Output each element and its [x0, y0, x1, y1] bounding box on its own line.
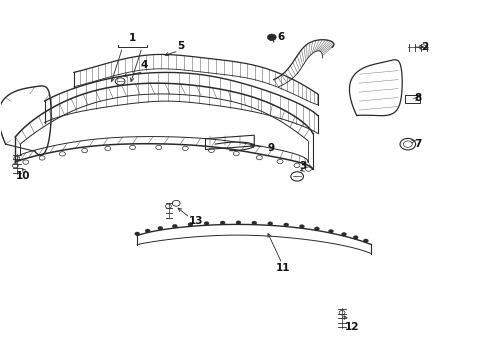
Text: 1: 1: [128, 33, 136, 43]
Circle shape: [341, 233, 346, 236]
Circle shape: [203, 222, 208, 225]
Text: 3: 3: [299, 161, 306, 171]
Text: 11: 11: [276, 263, 290, 273]
Circle shape: [251, 221, 256, 225]
Text: 7: 7: [413, 139, 421, 149]
Circle shape: [145, 229, 150, 233]
Circle shape: [158, 226, 163, 230]
Circle shape: [283, 223, 288, 226]
Text: 4: 4: [141, 60, 148, 70]
Circle shape: [314, 227, 319, 230]
Text: 12: 12: [344, 322, 358, 332]
Text: 5: 5: [177, 41, 184, 50]
Circle shape: [299, 225, 304, 228]
Circle shape: [187, 223, 192, 226]
Circle shape: [363, 239, 367, 243]
Circle shape: [267, 34, 276, 41]
Circle shape: [172, 224, 177, 228]
Text: 6: 6: [277, 32, 284, 41]
Text: 9: 9: [267, 143, 274, 153]
Circle shape: [236, 221, 241, 224]
Text: 2: 2: [421, 42, 427, 52]
Circle shape: [267, 222, 272, 225]
Text: 13: 13: [188, 216, 203, 226]
Circle shape: [328, 230, 333, 233]
Text: 10: 10: [15, 171, 30, 181]
Circle shape: [135, 232, 140, 235]
Circle shape: [352, 236, 357, 239]
Text: 8: 8: [413, 93, 420, 103]
Bar: [405, 95, 419, 103]
Circle shape: [220, 221, 224, 225]
